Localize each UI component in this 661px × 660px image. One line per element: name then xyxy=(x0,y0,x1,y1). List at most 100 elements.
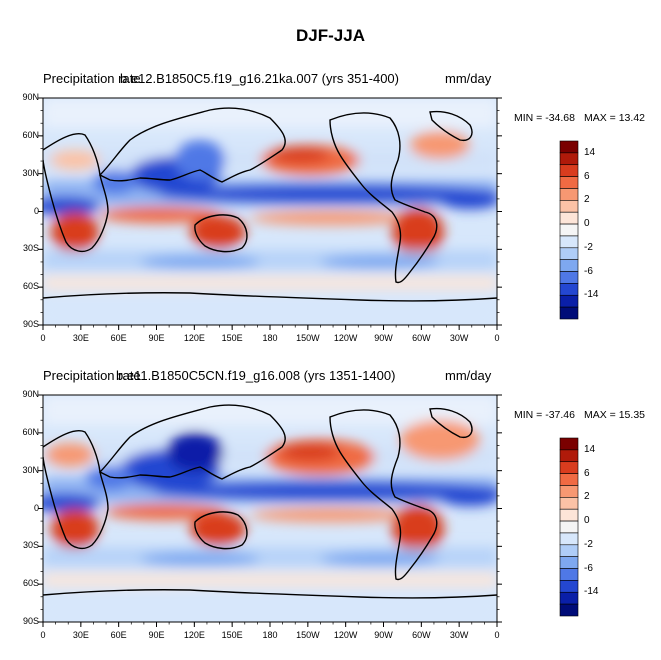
y-tick-label: 30N xyxy=(22,464,39,475)
x-tick-label: 150W xyxy=(296,333,320,343)
colorbar-swatch xyxy=(559,580,579,593)
panel2-left-title: Precipitation rate xyxy=(43,368,141,383)
y-tick-label: 60N xyxy=(22,426,39,437)
colorbar-swatch xyxy=(559,591,579,605)
colorbar-label: 0 xyxy=(584,218,590,230)
x-tick-label: 60W xyxy=(412,333,431,343)
colorbar-label: 2 xyxy=(584,491,590,503)
colorbar-swatch xyxy=(559,140,579,154)
x-tick-label: 90W xyxy=(374,630,393,640)
panel1-map xyxy=(38,97,502,330)
panel2-center-title: b.e11.B1850C5CN.f19_g16.008 (yrs 1351-14… xyxy=(116,368,396,383)
colorbar-swatch xyxy=(559,294,579,308)
x-tick-label: 60E xyxy=(110,630,127,640)
panel1-center-title: b.e12.B1850C5.f19_g16.21ka.007 (yrs 351-… xyxy=(120,71,399,86)
panel1-units: mm/day xyxy=(445,71,492,86)
colorbar-swatch xyxy=(559,211,579,225)
x-tick-label: 90E xyxy=(148,333,165,343)
panel1-min-label: MIN = -34.68 xyxy=(514,112,575,124)
colorbar-label: -6 xyxy=(584,562,593,574)
colorbar-swatch xyxy=(559,568,579,581)
colorbar-swatch xyxy=(559,449,579,463)
x-tick-label: 150W xyxy=(296,630,320,640)
colorbar-swatch xyxy=(559,164,579,177)
panel2-coastlines xyxy=(43,404,497,599)
x-tick-label: 30E xyxy=(72,630,89,640)
x-tick-label: 150E xyxy=(221,630,243,640)
colorbar-swatch xyxy=(559,461,579,474)
x-tick-label: 30W xyxy=(449,333,469,343)
y-tick-label: 0 xyxy=(33,205,39,216)
colorbar-swatch xyxy=(559,235,579,249)
colorbar-swatch xyxy=(559,485,579,498)
colorbar-swatch xyxy=(559,437,579,451)
y-tick-label: 90N xyxy=(22,92,39,102)
colorbar-label: 14 xyxy=(584,146,596,158)
y-tick-label: 60N xyxy=(22,129,39,140)
x-tick-label: 0 xyxy=(40,630,46,640)
panel1-ticks xyxy=(38,97,502,330)
panel1-coastlines xyxy=(43,107,497,302)
panel2-min-label: MIN = -37.46 xyxy=(514,409,575,421)
panel2-ticks xyxy=(38,394,502,627)
panel1-colorbar xyxy=(559,140,579,320)
colorbar-label: -14 xyxy=(584,586,599,598)
colorbar-swatch xyxy=(559,556,579,569)
colorbar-swatch xyxy=(559,497,579,510)
colorbar-label: -2 xyxy=(584,538,593,550)
panel2-precip-field xyxy=(43,395,497,622)
x-tick-label: 150E xyxy=(221,333,243,343)
x-tick-label: 0 xyxy=(40,333,46,343)
x-tick-label: 120W xyxy=(333,630,358,640)
y-tick-label: 60S xyxy=(22,281,39,292)
colorbar-swatch xyxy=(559,283,579,296)
x-tick-label: 120E xyxy=(183,333,205,343)
colorbar-swatch xyxy=(559,200,579,213)
panel2-units: mm/day xyxy=(445,368,492,383)
colorbar-label: 6 xyxy=(584,467,590,479)
x-tick-label: 120W xyxy=(333,333,358,343)
colorbar-label: 6 xyxy=(584,170,590,182)
colorbar-label: 2 xyxy=(584,194,590,206)
colorbar-swatch xyxy=(559,247,579,260)
colorbar-swatch xyxy=(559,520,579,534)
colorbar-label: -2 xyxy=(584,241,593,253)
y-tick-label: 30S xyxy=(22,243,39,254)
colorbar-swatch xyxy=(559,223,579,237)
y-tick-label: 90S xyxy=(22,616,39,626)
colorbar-swatch xyxy=(559,152,579,166)
y-tick-label: 30N xyxy=(22,167,39,178)
x-tick-label: 0 xyxy=(494,630,500,640)
colorbar-swatch xyxy=(559,508,579,522)
x-tick-label: 90W xyxy=(374,333,393,343)
colorbar-swatch xyxy=(559,188,579,201)
x-tick-label: 30W xyxy=(449,630,469,640)
colorbar-swatch xyxy=(559,259,579,272)
panel2-colorbar xyxy=(559,437,579,617)
colorbar-swatch xyxy=(559,306,579,320)
panel1-max-label: MAX = 13.42 xyxy=(584,112,645,124)
colorbar-swatch xyxy=(559,176,579,189)
colorbar-swatch xyxy=(559,532,579,546)
colorbar-swatch xyxy=(559,544,579,557)
colorbar-label: 14 xyxy=(584,443,596,455)
figure-title: DJF-JJA xyxy=(296,26,365,45)
x-tick-label: 120E xyxy=(183,630,205,640)
x-tick-label: 30E xyxy=(72,333,89,343)
colorbar-label: -6 xyxy=(584,265,593,277)
x-tick-label: 180 xyxy=(262,333,278,343)
panel1-precip-field xyxy=(43,98,497,325)
colorbar-label: -14 xyxy=(584,289,599,301)
colorbar-label: 0 xyxy=(584,515,590,527)
y-tick-label: 60S xyxy=(22,578,39,589)
colorbar-swatch xyxy=(559,271,579,284)
x-tick-label: 90E xyxy=(148,630,165,640)
y-tick-label: 30S xyxy=(22,540,39,551)
colorbar-swatch xyxy=(559,473,579,486)
x-tick-label: 60E xyxy=(110,333,127,343)
panel2-map xyxy=(38,394,502,627)
x-tick-label: 0 xyxy=(494,333,500,343)
x-tick-label: 60W xyxy=(412,630,431,640)
y-tick-label: 90S xyxy=(22,319,39,329)
